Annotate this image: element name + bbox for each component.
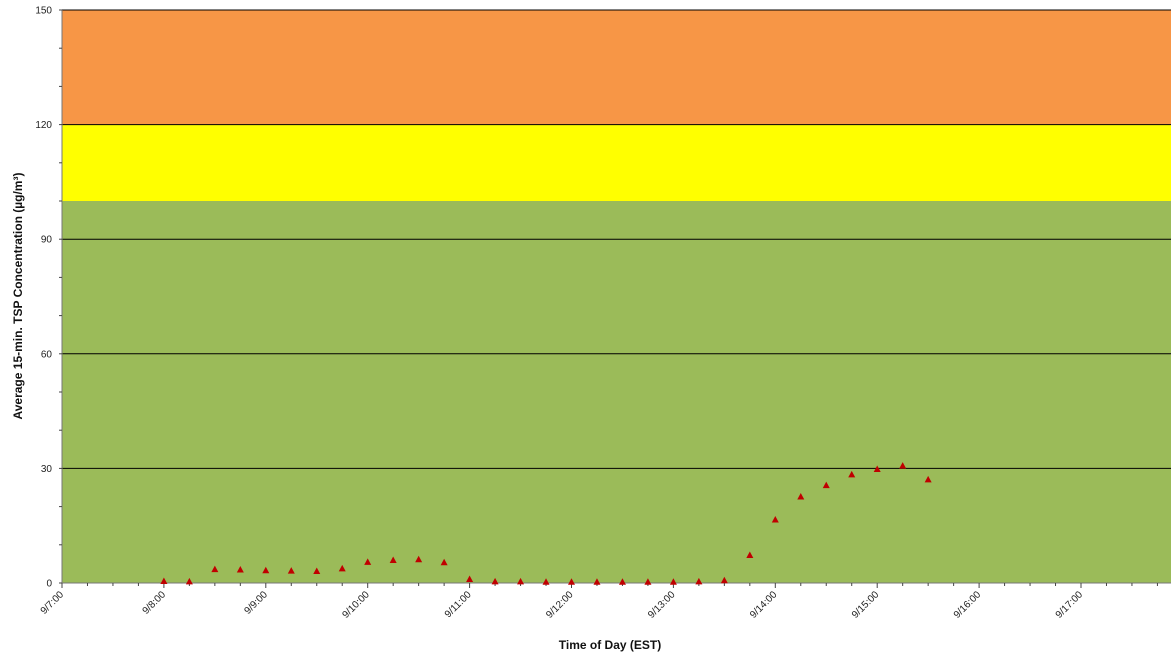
data-point (618, 578, 626, 585)
x-tick-label: 9/12:00 (544, 589, 576, 621)
x-tick-label: 9/17:00 (1054, 589, 1086, 621)
data-point (287, 567, 295, 574)
y-tick-label: 90 (41, 235, 53, 246)
data-points (160, 462, 932, 585)
data-point (491, 577, 499, 585)
x-tick-label: 9/15:00 (850, 589, 882, 621)
band-2 (62, 10, 1171, 125)
data-point (517, 577, 525, 585)
data-point (185, 577, 193, 585)
x-axis-ticks: 9/7:00 9/8:00 9/9:00 9/10:00 9/11:00 9/12:00 9… (39, 583, 1158, 621)
data-point (389, 556, 397, 563)
data-point (899, 462, 907, 469)
data-point (466, 575, 474, 583)
y-tick-label: 30 (41, 464, 53, 475)
data-point (262, 566, 270, 574)
data-point (440, 558, 448, 566)
x-tick-label: 9/13:00 (646, 589, 678, 621)
y-tick-label: 60 (41, 349, 53, 360)
data-point (593, 578, 601, 585)
x-tick-label: 9/9:00 (242, 589, 270, 617)
data-point (415, 555, 423, 563)
x-tick-label: 9/8:00 (141, 589, 169, 617)
data-point (313, 567, 321, 575)
data-point (848, 470, 856, 478)
data-point (542, 578, 550, 585)
data-point (338, 564, 346, 572)
data-point (236, 566, 244, 573)
data-point (644, 578, 652, 585)
data-point (924, 475, 932, 483)
data-point (797, 493, 805, 500)
data-point (873, 465, 881, 473)
data-point (568, 578, 575, 585)
x-tick-label: 9/16:00 (952, 589, 984, 621)
x-axis-title: Time of Day (EST) (559, 638, 661, 652)
y-tick-label: 150 (35, 6, 52, 17)
data-point (771, 515, 779, 523)
threshold-bands (62, 10, 1171, 583)
data-point (720, 576, 728, 584)
x-tick-label: 9/11:00 (443, 589, 474, 620)
band-1 (62, 124, 1171, 201)
data-point (822, 481, 830, 489)
data-point (364, 558, 372, 565)
y-tick-label: 120 (35, 120, 52, 131)
y-axis-title: Average 15-min. TSP Concentration (µg/m³… (11, 173, 25, 420)
y-tick-label: 0 (46, 579, 52, 590)
band-0 (62, 201, 1171, 583)
data-point (695, 577, 703, 585)
data-point (669, 578, 677, 585)
axes (61, 10, 1171, 584)
data-point (160, 577, 168, 584)
x-tick-label: 9/10:00 (340, 589, 372, 621)
x-tick-label: 9/7:00 (39, 589, 67, 617)
x-tick-label: 9/14:00 (748, 589, 780, 621)
data-point (746, 551, 754, 558)
data-point (211, 565, 219, 573)
y-axis-ticks: 0 30 60 90 120 150 (35, 6, 62, 590)
